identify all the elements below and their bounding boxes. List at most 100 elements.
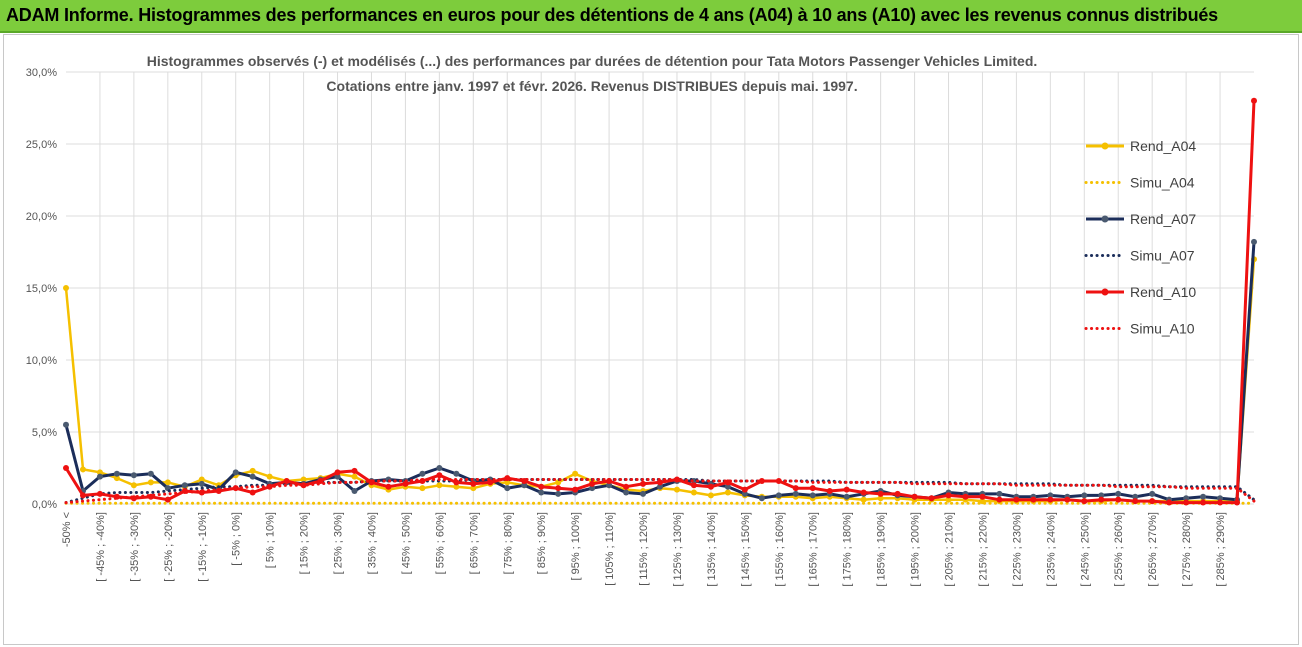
- point-rend-a10: [623, 483, 630, 490]
- point-rend-a10: [1251, 97, 1257, 104]
- x-tick-label: [ 185% ; 190%]: [876, 512, 888, 587]
- page-title: ADAM Informe. Histogrammes des performan…: [6, 5, 1218, 25]
- point-rend-a10: [96, 490, 103, 497]
- x-tick-label: [ 95% ; 100%]: [570, 512, 582, 581]
- point-rend-a07: [623, 489, 630, 496]
- point-rend-a10: [1098, 496, 1105, 503]
- axis-layer: 0,0% 5,0% 10,0% 15,0% 20,0% 25,0% 30,0% -50% < […: [26, 67, 1227, 587]
- point-rend-a10: [572, 486, 579, 493]
- legend-label-rend-a07: Rend_A07: [1130, 211, 1196, 227]
- x-tick-label: [ 65% ; 70%]: [468, 512, 480, 574]
- x-tick-label: [ 255% ; 260%]: [1113, 512, 1125, 587]
- chart-title-line1: Histogrammes observés (-) et modélisés (…: [147, 53, 1038, 69]
- point-rend-a04: [877, 495, 884, 502]
- y-tick-label: 30,0%: [26, 67, 57, 79]
- x-tick-label: [ 5% ; 10%]: [265, 512, 277, 568]
- point-rend-a07: [521, 482, 528, 489]
- point-rend-a10: [1115, 496, 1122, 503]
- point-rend-a07: [1149, 490, 1156, 497]
- point-rend-a04: [470, 485, 477, 492]
- x-tick-label: [ 135% ; 140%]: [706, 512, 718, 587]
- point-rend-a07: [843, 493, 850, 500]
- point-rend-a07: [1132, 493, 1139, 500]
- point-rend-a07: [1115, 490, 1122, 497]
- point-rend-a07: [775, 492, 782, 499]
- point-rend-a04: [63, 285, 69, 291]
- point-rend-a07: [724, 483, 731, 490]
- point-rend-a10: [538, 483, 545, 490]
- x-tick-label: -50% <: [61, 512, 73, 547]
- point-rend-a07: [1183, 495, 1190, 502]
- point-rend-a07: [640, 490, 647, 497]
- x-tick-label: [ 85% ; 90%]: [536, 512, 548, 574]
- x-tick-label: [ 245% ; 250%]: [1079, 512, 1091, 587]
- point-rend-a04: [724, 489, 731, 496]
- x-tick-label: [ 25% ; 30%]: [333, 512, 345, 574]
- point-rend-a04: [572, 470, 579, 477]
- x-tick-label: [ 195% ; 200%]: [910, 512, 922, 587]
- point-rend-a04: [266, 473, 273, 480]
- point-rend-a10: [351, 467, 358, 474]
- point-rend-a04: [860, 496, 867, 503]
- point-rend-a07: [419, 470, 426, 477]
- series-layer: [63, 97, 1257, 506]
- point-rend-a07: [351, 488, 358, 495]
- point-rend-a07: [555, 490, 562, 497]
- point-rend-a10: [741, 486, 748, 493]
- point-rend-a07: [809, 492, 816, 499]
- point-rend-a07: [1251, 238, 1257, 245]
- x-tick-label: [ -5% ; 0%]: [231, 512, 243, 566]
- point-rend-a10: [1030, 496, 1037, 503]
- point-rend-a10: [283, 477, 290, 484]
- point-rend-a04: [690, 489, 697, 496]
- point-rend-a10: [555, 485, 562, 492]
- point-rend-a10: [962, 493, 969, 500]
- point-rend-a07: [436, 465, 443, 471]
- point-rend-a10: [1149, 498, 1156, 505]
- point-rend-a10: [1064, 496, 1071, 503]
- x-tick-label: [ 105% ; 110%]: [604, 512, 616, 586]
- point-rend-a07: [792, 490, 799, 497]
- point-rend-a04: [113, 475, 120, 482]
- point-rend-a07: [130, 472, 137, 479]
- point-rend-a04: [673, 486, 680, 493]
- x-tick-label: [ 205% ; 210%]: [944, 512, 956, 587]
- x-tick-label: [ 275% ; 280%]: [1181, 512, 1193, 587]
- legend: Rend_A04 Simu_A04 Rend_A07 Simu_A07 Rend_A10…: [1084, 138, 1196, 337]
- point-rend-a07: [741, 490, 748, 497]
- point-rend-a10: [690, 482, 697, 489]
- point-rend-a10: [860, 489, 867, 496]
- point-rend-a07: [453, 470, 460, 477]
- point-rend-a10: [894, 490, 901, 497]
- point-rend-a10: [707, 483, 714, 490]
- point-rend-a07: [1047, 492, 1054, 499]
- point-rend-a10: [79, 492, 86, 499]
- header-bar: ADAM Informe. Histogrammes des performan…: [0, 0, 1302, 33]
- x-tick-label: [ 235% ; 240%]: [1045, 512, 1057, 587]
- point-rend-a10: [979, 493, 986, 500]
- series-line-rend-a10: [64, 100, 1256, 505]
- x-tick-label: [ 75% ; 80%]: [502, 512, 514, 574]
- point-rend-a07: [334, 473, 341, 480]
- legend-label-simu-a07: Simu_A07: [1130, 248, 1195, 264]
- legend-marker-rend-a07: [1101, 215, 1109, 223]
- point-rend-a07: [1217, 495, 1224, 502]
- point-rend-a04: [130, 482, 137, 489]
- y-tick-label: 25,0%: [26, 139, 57, 151]
- point-rend-a10: [1047, 496, 1054, 503]
- point-rend-a10: [453, 479, 460, 486]
- x-tick-label: [ 125% ; 130%]: [672, 512, 684, 587]
- point-rend-a04: [300, 476, 307, 483]
- point-rend-a10: [911, 493, 918, 500]
- point-rend-a07: [96, 473, 103, 480]
- point-rend-a10: [1166, 499, 1173, 506]
- x-tick-label: [ 55% ; 60%]: [434, 512, 446, 574]
- point-rend-a10: [249, 489, 256, 496]
- y-tick-label: 15,0%: [26, 283, 57, 295]
- point-rend-a04: [504, 479, 511, 486]
- point-rend-a10: [792, 485, 799, 492]
- point-rend-a10: [1081, 498, 1088, 505]
- point-rend-a10: [877, 490, 884, 497]
- point-rend-a04: [436, 482, 443, 489]
